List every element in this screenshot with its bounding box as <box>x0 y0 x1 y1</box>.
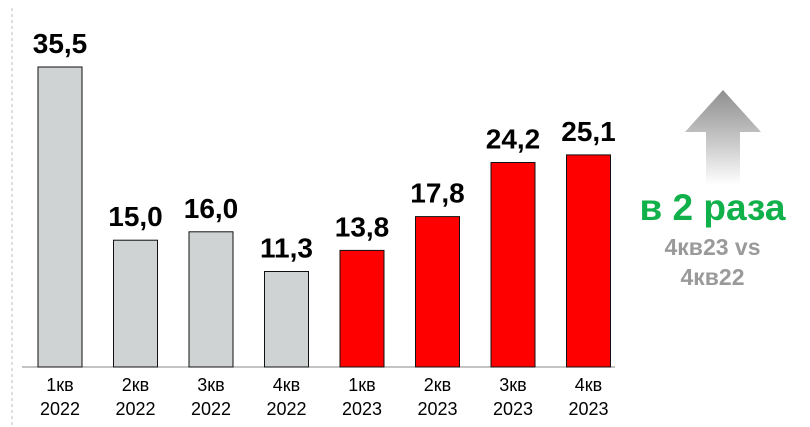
bar <box>188 231 234 368</box>
tick-label: 2023 <box>493 399 533 419</box>
bar <box>415 216 460 368</box>
tick-label: 2022 <box>266 399 306 419</box>
tick-label: 2кв <box>122 375 149 395</box>
data-label: 25,1 <box>561 116 615 147</box>
tick-label: 2022 <box>115 399 155 419</box>
tick-label: 2кв <box>424 375 451 395</box>
growth-headline: в 2 раза <box>639 187 786 228</box>
bar <box>339 249 385 368</box>
bar-chart: 35,5 1кв 2022 15,0 2кв 2022 16,0 3кв 2022 11,3 4кв… <box>11 8 615 427</box>
data-label: 24,2 <box>486 124 541 155</box>
data-label: 13,8 <box>335 211 390 242</box>
tick-label: 2023 <box>342 399 382 419</box>
bar <box>113 239 158 368</box>
tick-label: 2022 <box>40 399 80 419</box>
tick-label: 1кв <box>46 375 73 395</box>
up-arrow-icon <box>685 90 761 185</box>
data-label: 15,0 <box>108 201 163 232</box>
growth-annotation: в 2 раза 4кв23 vs 4кв22 <box>615 90 810 310</box>
tick-label: 4кв <box>575 375 602 395</box>
tick-label: 2022 <box>191 399 231 419</box>
bar <box>566 154 611 368</box>
tick-label: 2023 <box>417 399 457 419</box>
bar <box>490 162 536 368</box>
data-label: 16,0 <box>184 193 239 224</box>
data-label: 11,3 <box>260 233 313 264</box>
tick-label: 4кв <box>273 375 300 395</box>
tick-label: 3кв <box>197 375 224 395</box>
tick-label: 1кв <box>348 375 375 395</box>
growth-subtext-line-1: 4кв23 vs <box>664 234 761 260</box>
bar <box>37 66 83 368</box>
tick-label: 3кв <box>499 375 526 395</box>
growth-subtext-line-2: 4кв22 <box>680 264 745 290</box>
bar <box>264 271 309 368</box>
tick-label: 2023 <box>568 399 608 419</box>
data-label: 35,5 <box>33 28 88 59</box>
data-label: 17,8 <box>410 178 465 209</box>
growth-subtext: 4кв23 vs 4кв22 <box>615 232 810 292</box>
